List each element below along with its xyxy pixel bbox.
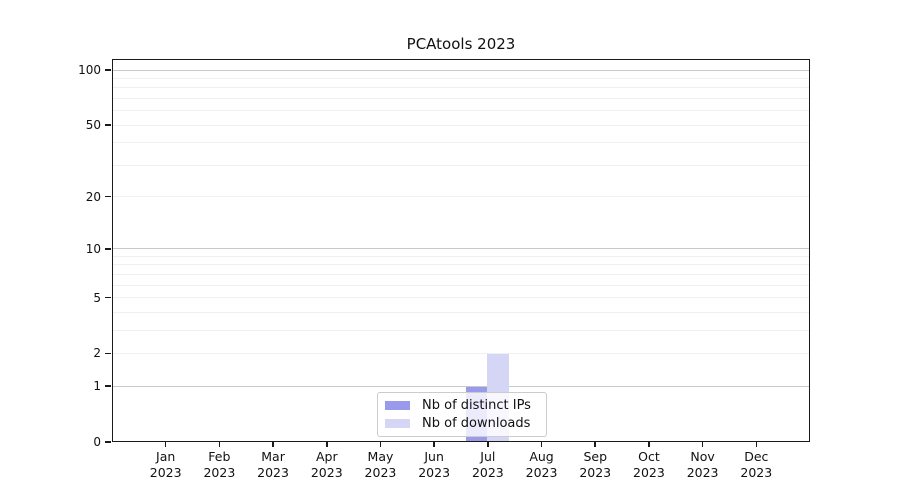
major-gridline: [113, 69, 809, 71]
y-tick-label: 1: [93, 379, 101, 394]
minor-gridline: [113, 255, 809, 257]
minor-gridline: [113, 110, 809, 112]
y-tick-label: 10: [85, 241, 101, 256]
y-tick-label: 5: [93, 290, 101, 305]
x-tick-label: Mar 2023: [257, 449, 289, 480]
legend-item-distinct-ips: Nb of distinct IPs: [385, 398, 538, 413]
y-tick-label: 20: [85, 189, 101, 204]
y-tick: [105, 124, 111, 126]
minor-gridline: [113, 142, 809, 144]
y-tick: [105, 247, 111, 250]
y-tick-label: 100: [78, 63, 101, 78]
y-tick: [105, 441, 111, 443]
minor-gridline: [113, 124, 809, 126]
minor-gridline: [113, 273, 809, 275]
x-tick-label: Oct 2023: [633, 449, 665, 480]
minor-gridline: [113, 97, 809, 99]
x-tick: [540, 442, 543, 447]
x-tick-label: Jan 2023: [149, 449, 182, 480]
plot-area: [112, 59, 810, 442]
x-tick-label: Aug 2023: [525, 449, 558, 480]
x-tick-label: Sep 2023: [579, 449, 612, 480]
minor-gridline: [113, 77, 809, 79]
minor-gridline: [113, 297, 809, 299]
minor-gridline: [113, 164, 809, 166]
y-tick-label: 2: [93, 346, 101, 361]
x-tick: [218, 442, 221, 447]
x-tick: [755, 442, 758, 447]
y-tick: [105, 296, 111, 299]
x-tick: [648, 442, 650, 447]
legend-label-distinct-ips: Nb of distinct IPs: [422, 398, 531, 413]
minor-gridline: [113, 87, 809, 89]
major-gridline: [113, 385, 809, 387]
y-tick-label: 50: [85, 118, 101, 133]
legend-swatch-distinct-ips: [385, 401, 410, 410]
x-tick-label: May 2023: [364, 449, 397, 480]
y-tick-label: 0: [93, 435, 101, 449]
y-tick: [105, 385, 111, 387]
x-tick-label: Jun 2023: [418, 449, 451, 480]
x-tick: [325, 442, 328, 447]
x-tick: [433, 442, 435, 447]
legend-item-downloads: Nb of downloads: [385, 416, 538, 431]
legend: Nb of distinct IPs Nb of downloads: [377, 392, 547, 437]
y-tick: [105, 352, 111, 355]
x-tick-label: Feb 2023: [203, 449, 236, 480]
minor-gridline: [113, 352, 809, 354]
x-tick-label: Nov 2023: [686, 449, 719, 480]
legend-swatch-downloads: [385, 419, 410, 428]
major-gridline: [113, 248, 809, 250]
x-tick-label: Jul 2023: [471, 449, 504, 480]
x-tick: [487, 442, 489, 447]
x-tick: [272, 442, 274, 447]
x-tick: [701, 442, 704, 447]
x-tick: [164, 442, 167, 447]
minor-gridline: [113, 264, 809, 266]
minor-gridline: [113, 284, 809, 286]
minor-gridline: [113, 329, 809, 331]
chart-title: PCAtools 2023: [406, 35, 516, 53]
minor-gridline: [113, 196, 809, 198]
x-tick: [594, 442, 597, 447]
y-tick: [105, 69, 111, 71]
minor-gridline: [113, 311, 809, 313]
y-tick: [105, 195, 111, 198]
x-tick: [379, 442, 382, 447]
x-tick-label: Dec 2023: [740, 449, 773, 480]
x-tick-label: Apr 2023: [310, 449, 343, 480]
legend-label-downloads: Nb of downloads: [422, 416, 531, 431]
